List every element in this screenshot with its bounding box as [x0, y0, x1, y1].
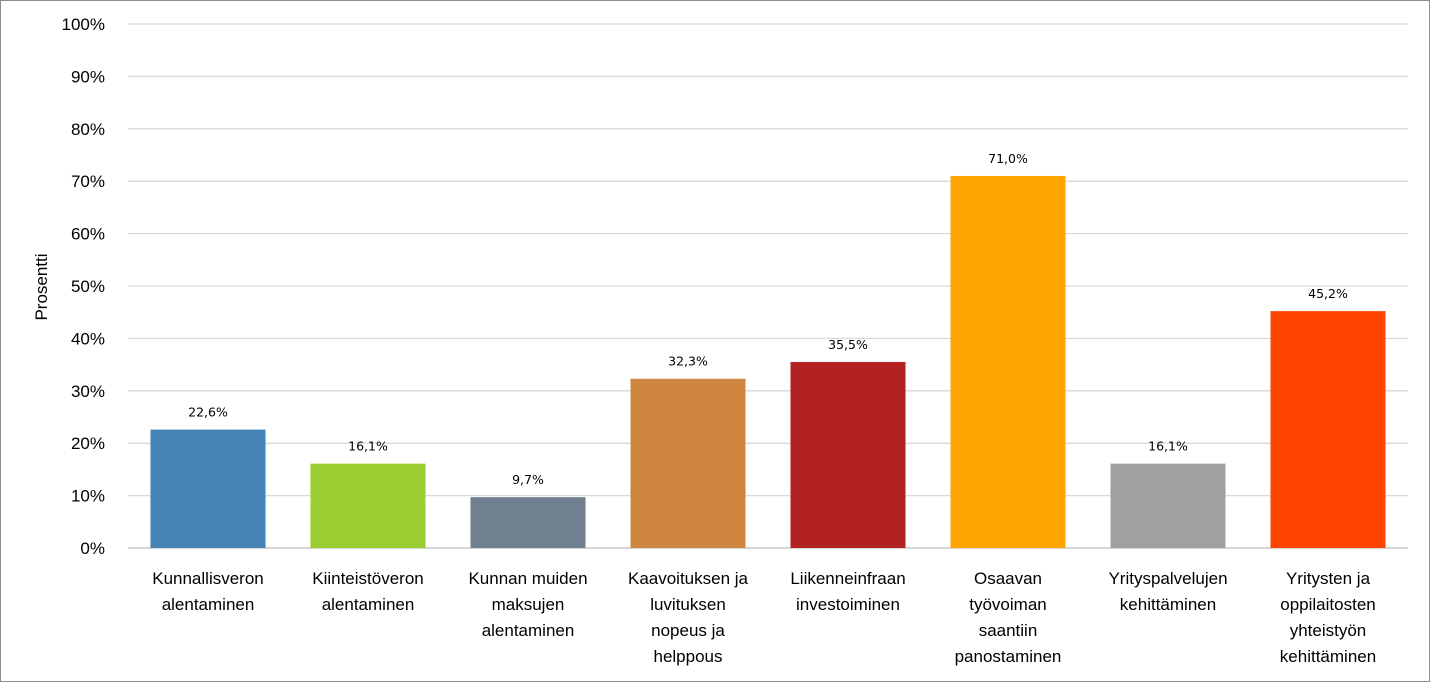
category-label: Yrityspalvelujen kehittäminen — [1108, 569, 1227, 614]
category-label: Osaavan työvoiman saantiin panostaminen — [955, 569, 1062, 666]
y-tick-label: 10% — [71, 487, 105, 506]
data-label: 16,1% — [348, 439, 388, 454]
y-tick-label: 20% — [71, 434, 105, 453]
bar — [950, 175, 1066, 548]
y-tick-label: 90% — [71, 67, 105, 86]
y-tick-label: 80% — [71, 120, 105, 139]
category-label: Kunnan muiden maksujen alentaminen — [468, 569, 587, 640]
bars — [150, 175, 1386, 548]
category-label: Kaavoituksen ja luvituksen nopeus ja helppo… — [628, 569, 749, 666]
data-label: 35,5% — [828, 337, 868, 352]
bar — [790, 361, 906, 548]
y-axis-title: Prosentti — [32, 253, 51, 320]
category-label: Yritysten ja oppilaitosten yhteistyön kehit… — [1280, 569, 1376, 666]
y-tick-label: 60% — [71, 225, 105, 244]
data-label: 45,2% — [1308, 286, 1348, 301]
y-tick-label: 50% — [71, 277, 105, 296]
data-labels: 22,6% 16,1% 9,7% 32,3% 35,5% 71,0% 16,1% 45,2% — [188, 151, 1348, 487]
bar — [1110, 463, 1226, 548]
y-axis-ticks: 0% 10% 20% 30% 40% 50% 60% 70% 80% 90% 100% — [62, 15, 105, 558]
y-tick-label: 70% — [71, 172, 105, 191]
data-label: 32,3% — [668, 354, 708, 369]
data-label: 9,7% — [512, 472, 544, 487]
category-label: Kiinteistöveron alentaminen — [312, 569, 424, 614]
bar — [470, 497, 586, 548]
category-label: Liikenneinfraan investoiminen — [790, 569, 905, 614]
bar — [1270, 311, 1386, 548]
data-label: 71,0% — [988, 151, 1028, 166]
x-axis-categories: Kunnallisveron alentaminen Kiinteistöveron… — [152, 569, 1376, 666]
bar — [310, 463, 426, 548]
y-tick-label: 30% — [71, 382, 105, 401]
y-tick-label: 0% — [80, 539, 105, 558]
bar — [630, 378, 746, 548]
data-label: 22,6% — [188, 405, 228, 420]
data-label: 16,1% — [1148, 439, 1188, 454]
y-tick-label: 40% — [71, 329, 105, 348]
y-tick-label: 100% — [62, 15, 105, 34]
category-label: Kunnallisveron alentaminen — [152, 569, 264, 614]
bar — [150, 429, 266, 548]
